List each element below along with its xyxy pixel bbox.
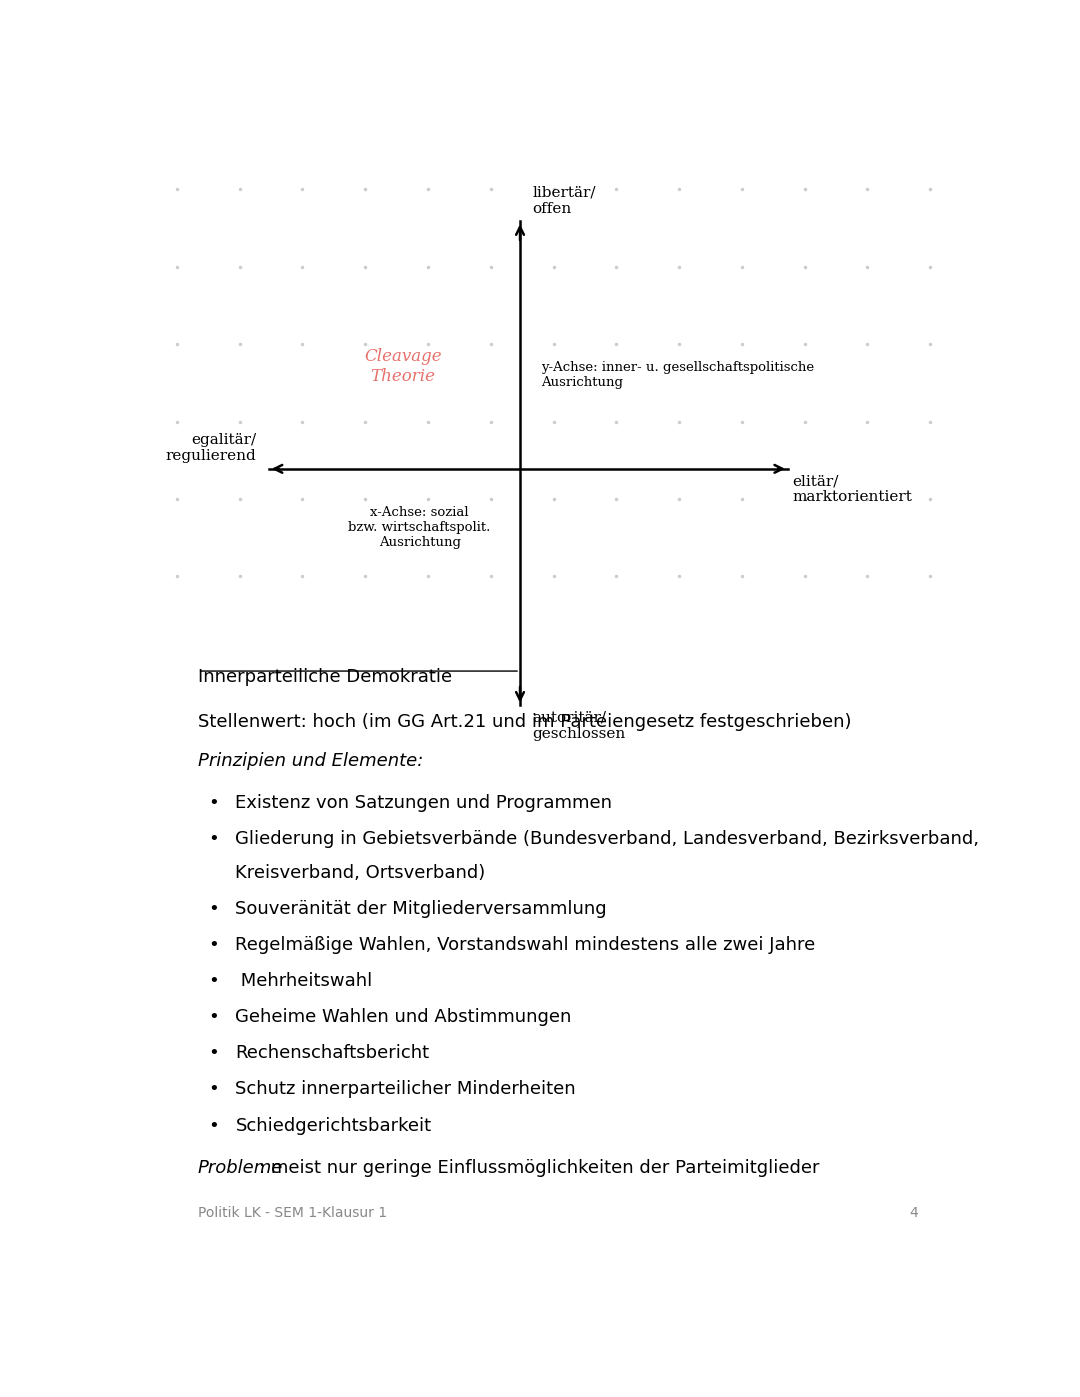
Text: •: • [207,830,218,848]
Text: Prinzipien und Elemente:: Prinzipien und Elemente: [198,752,423,770]
Text: •: • [207,1080,218,1098]
Text: •: • [207,936,218,954]
Text: Schiedgerichtsbarkeit: Schiedgerichtsbarkeit [235,1116,432,1134]
Text: Geheime Wahlen und Abstimmungen: Geheime Wahlen und Abstimmungen [235,1009,571,1027]
Text: : meist nur geringe Einflussmöglichkeiten der Parteimitglieder: : meist nur geringe Einflussmöglichkeite… [259,1158,820,1176]
Text: Rechenschaftsbericht: Rechenschaftsbericht [235,1045,430,1062]
Text: x-Achse: sozial
bzw. wirtschaftspolit.
Ausrichtung: x-Achse: sozial bzw. wirtschaftspolit. A… [349,507,490,549]
Text: y-Achse: inner- u. gesellschaftspolitische
Ausrichtung: y-Achse: inner- u. gesellschaftspolitisc… [541,362,814,390]
Text: Kreisverband, Ortsverband): Kreisverband, Ortsverband) [235,863,486,882]
Text: Gliederung in Gebietsverbände (Bundesverband, Landesverband, Bezirksverband,: Gliederung in Gebietsverbände (Bundesver… [235,830,980,848]
Text: Mehrheitswahl: Mehrheitswahl [235,972,373,990]
Text: Innerparteiliche Demokratie: Innerparteiliche Demokratie [198,668,451,686]
Text: egalitär/
regulierend: egalitär/ regulierend [165,433,256,464]
Text: •: • [207,900,218,918]
Text: Cleavage
Theorie: Cleavage Theorie [364,348,442,386]
Text: •: • [207,1045,218,1062]
Text: autoritär/
geschlossen: autoritär/ geschlossen [532,711,625,740]
Text: libertär/
offen: libertär/ offen [532,186,596,217]
Text: Existenz von Satzungen und Programmen: Existenz von Satzungen und Programmen [235,795,612,812]
Text: Probleme: Probleme [198,1158,283,1176]
Text: •: • [207,1116,218,1134]
Text: •: • [207,1009,218,1027]
Text: Politik LK - SEM 1-Klausur 1: Politik LK - SEM 1-Klausur 1 [198,1206,387,1220]
Text: 4: 4 [909,1206,918,1220]
Text: elitär/
marktorientiert: elitär/ marktorientiert [792,474,912,504]
Text: Stellenwert: hoch (im GG Art.21 und im Parteiengesetz festgeschrieben): Stellenwert: hoch (im GG Art.21 und im P… [198,712,851,731]
Text: •: • [207,972,218,990]
Text: Regelmäßige Wahlen, Vorstandswahl mindestens alle zwei Jahre: Regelmäßige Wahlen, Vorstandswahl mindes… [235,936,815,954]
Text: •: • [207,795,218,812]
Text: Schutz innerparteilicher Minderheiten: Schutz innerparteilicher Minderheiten [235,1080,576,1098]
Text: Souveränität der Mitgliederversammlung: Souveränität der Mitgliederversammlung [235,900,607,918]
